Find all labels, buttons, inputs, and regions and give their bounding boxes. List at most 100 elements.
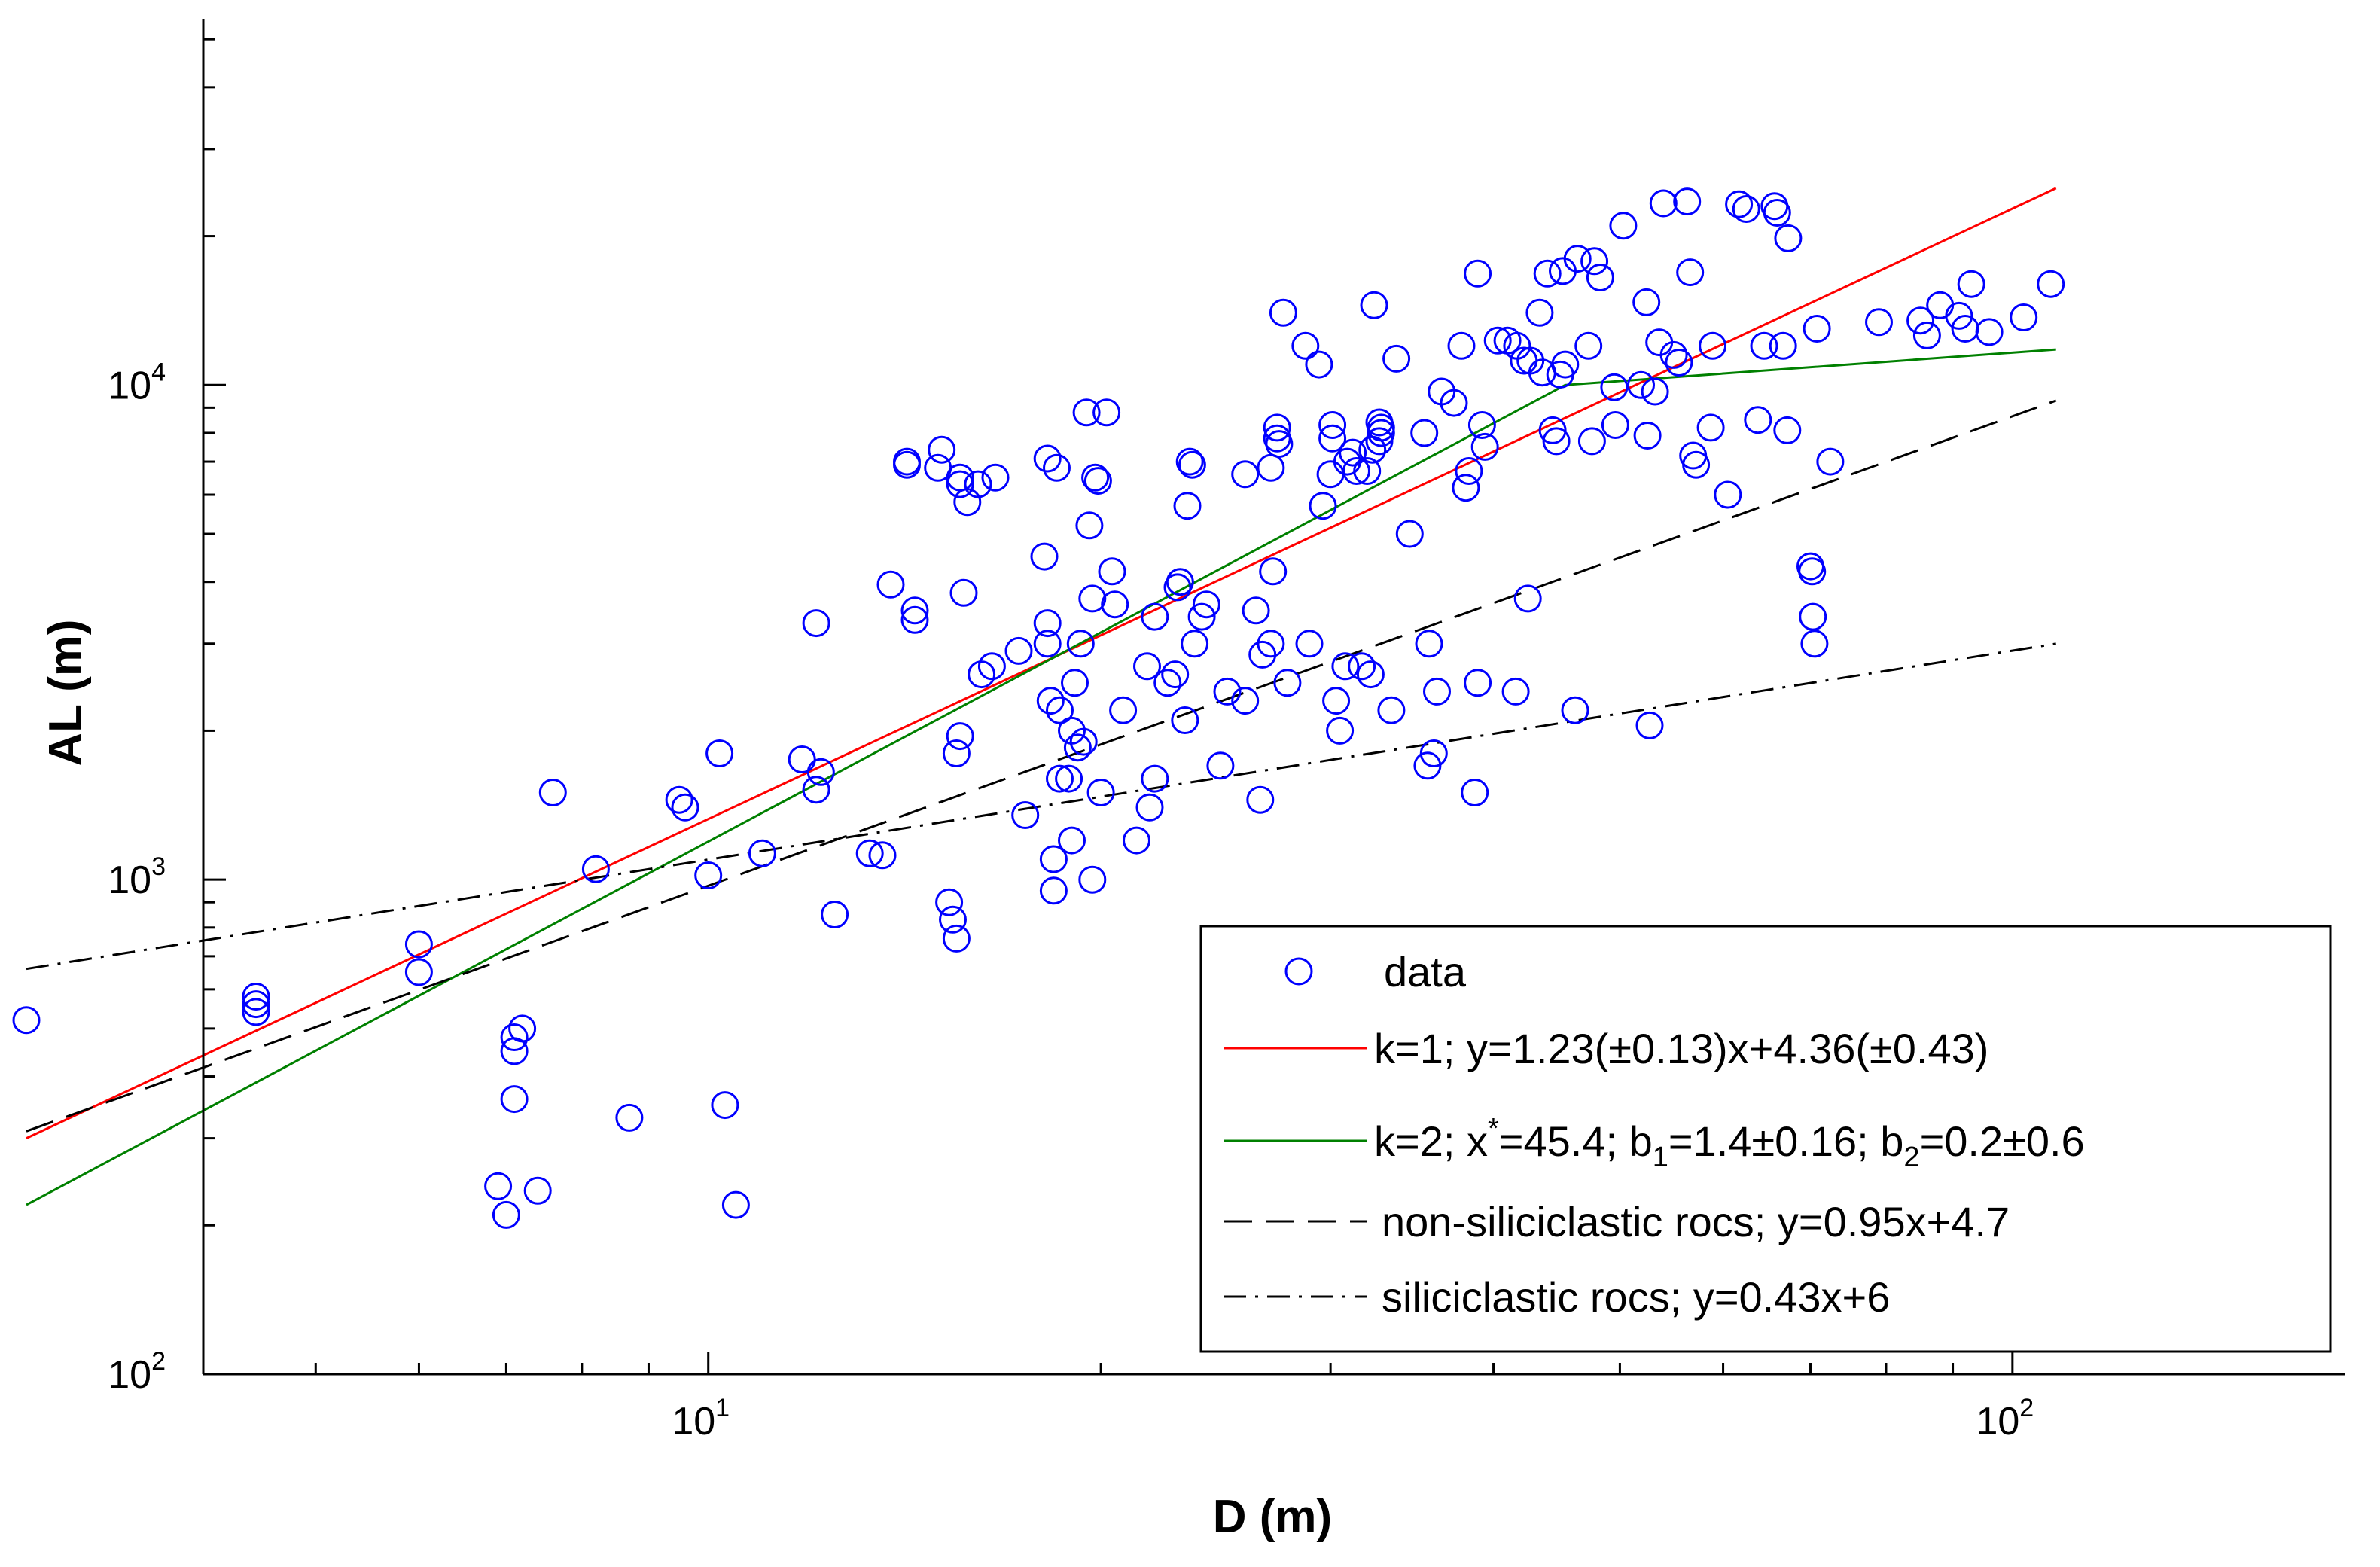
data-point: [900, 605, 929, 634]
data-point: [1153, 669, 1182, 697]
data-point: [1181, 630, 1209, 658]
data-point: [802, 776, 830, 804]
legend: data k=1; y=1.23(±0.13)x+4.36(±0.43) k=2…: [1199, 925, 2332, 1353]
data-point: [1242, 596, 1270, 625]
data-point: [1649, 189, 1678, 218]
data-point: [523, 1176, 552, 1205]
data-point: [1161, 660, 1190, 689]
data-point: [1470, 432, 1499, 461]
data-point: [1423, 677, 1451, 706]
data-point: [1455, 457, 1483, 485]
data-point: [855, 839, 884, 867]
data-point: [1525, 298, 1554, 327]
data-point: [12, 1006, 41, 1035]
data-point: [1632, 288, 1661, 316]
data-point: [1039, 876, 1068, 905]
data-point: [1586, 264, 1614, 291]
data-point: [1773, 416, 1802, 444]
data-point: [802, 609, 830, 638]
data-point: [1178, 450, 1206, 479]
data-point: [1699, 331, 1727, 360]
data-point: [1461, 779, 1489, 806]
data-point: [1945, 301, 1973, 330]
data-point: [968, 660, 996, 689]
data-point: [1348, 652, 1376, 681]
data-point: [1098, 557, 1126, 586]
data-point: [404, 958, 433, 986]
data-point: [711, 1091, 739, 1120]
data-point: [1339, 438, 1367, 467]
data-point: [1440, 389, 1468, 417]
data-point: [1367, 419, 1395, 447]
data-point: [977, 652, 1006, 681]
data-point: [1563, 245, 1592, 273]
data-point: [1533, 259, 1562, 288]
data-point: [788, 745, 816, 773]
data-point: [946, 470, 974, 498]
data-point: [1627, 370, 1655, 399]
data-point: [1538, 416, 1567, 444]
data-point: [1501, 677, 1530, 706]
data-point: [1187, 602, 1216, 631]
data-point: [1273, 669, 1302, 697]
data-point: [1750, 331, 1778, 360]
data-point: [721, 1190, 750, 1219]
data-point: [1259, 557, 1288, 586]
data-point: [949, 578, 978, 607]
data-point: [1166, 568, 1194, 596]
data-point: [1561, 696, 1589, 724]
data-point: [1865, 308, 1893, 337]
data-point: [1798, 557, 1827, 586]
data-point: [1410, 419, 1439, 447]
data-point: [1078, 584, 1107, 613]
data-point: [242, 998, 270, 1026]
data-point: [500, 1085, 529, 1114]
data-point: [1609, 212, 1638, 240]
data-point: [1213, 677, 1242, 706]
data-point: [1309, 492, 1337, 520]
x-tick-label: 101: [672, 1394, 730, 1444]
data-point: [1906, 306, 1935, 335]
data-point: [1061, 669, 1089, 697]
y-tick-label: 103: [108, 852, 166, 902]
data-point: [508, 1014, 537, 1043]
data-point: [1123, 826, 1150, 855]
data-point: [1415, 630, 1443, 658]
data-point: [1322, 687, 1351, 715]
data-point: [1377, 696, 1406, 724]
data-point: [694, 861, 723, 889]
data-point: [1004, 636, 1033, 665]
data-point: [1318, 424, 1347, 453]
data-point: [1803, 315, 1831, 343]
data-point: [1046, 764, 1074, 793]
data-point: [1069, 727, 1098, 756]
data-point: [538, 779, 567, 806]
data-point: [1774, 224, 1803, 252]
data-point: [1305, 350, 1333, 379]
data-point: [1483, 326, 1512, 355]
data-point: [1342, 457, 1370, 485]
data-point: [1577, 427, 1606, 456]
data-point: [1580, 247, 1609, 276]
tick-labels: 101 102 102 103 104: [108, 358, 2034, 1444]
data-point: [1816, 447, 1845, 476]
data-point: [806, 758, 835, 786]
data-point: [1011, 801, 1040, 829]
data-point: [1419, 739, 1448, 767]
data-point: [705, 739, 734, 767]
data-point: [893, 450, 921, 479]
data-point: [964, 470, 992, 498]
data-point: [1912, 321, 1941, 349]
data-point: [1263, 413, 1291, 442]
fit-lines: [26, 187, 2057, 1206]
data-point: [1066, 630, 1095, 658]
data-point: [1353, 457, 1382, 485]
data-point: [484, 1172, 513, 1200]
data-point: [1452, 474, 1480, 502]
data-point: [671, 793, 699, 822]
x-tick-label: 102: [1976, 1394, 2034, 1444]
data-point: [942, 924, 971, 953]
data-point: [1078, 865, 1107, 894]
data-point: [1036, 687, 1065, 715]
